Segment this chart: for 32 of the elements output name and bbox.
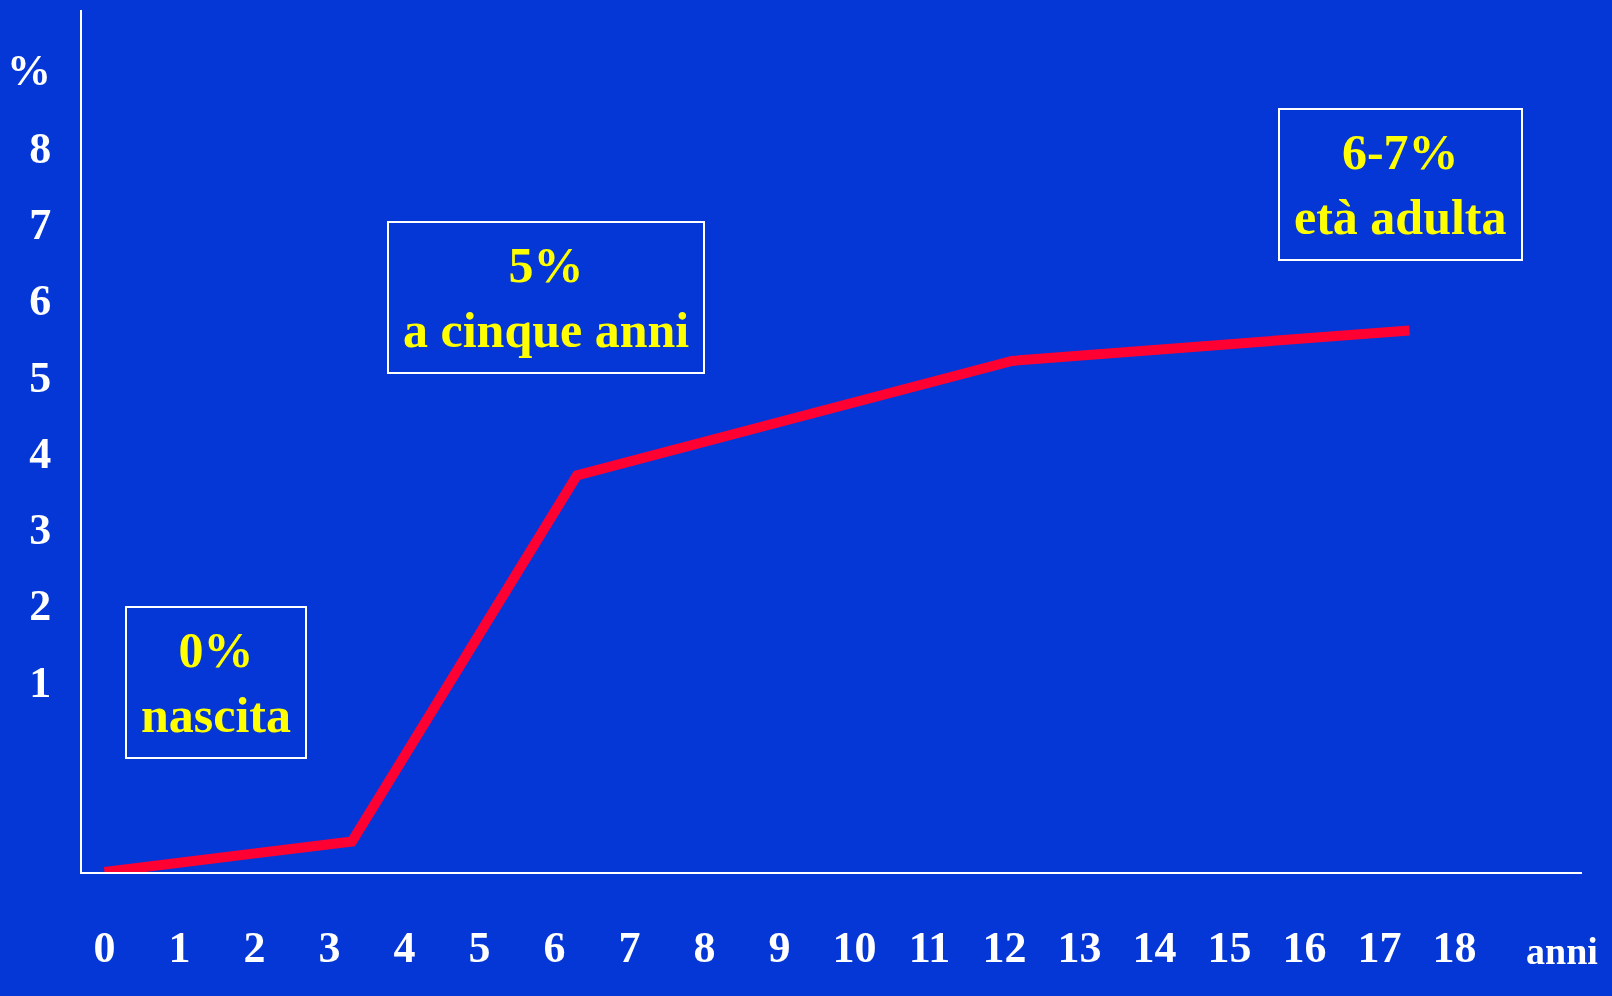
x-tick-label: 11 — [908, 922, 951, 972]
annotation: 6-7% età adulta — [1294, 124, 1507, 245]
y-tick-label: 6 — [29, 276, 52, 326]
x-tick-label: 3 — [318, 922, 341, 972]
x-tick-label: 8 — [693, 922, 716, 972]
x-tick-label: 1 — [168, 922, 191, 972]
y-tick-label: 8 — [29, 123, 52, 173]
y-tick-label: 4 — [29, 428, 52, 478]
y-axis-title: % — [7, 46, 51, 95]
x-tick-label: 2 — [243, 922, 266, 972]
x-tick-label: 12 — [982, 922, 1027, 972]
x-tick-label: 10 — [832, 922, 877, 972]
x-tick-label: 18 — [1432, 922, 1477, 972]
annotation: 0% nascita — [141, 622, 291, 743]
annotation: 5% a cinque anni — [403, 237, 690, 358]
x-tick-label: 14 — [1132, 922, 1177, 972]
x-tick-label: 13 — [1057, 922, 1102, 972]
y-tick-label: 1 — [29, 657, 52, 707]
y-tick-label: 3 — [29, 505, 52, 555]
x-axis-title: anni — [1526, 930, 1598, 972]
x-tick-label: 4 — [393, 922, 416, 972]
y-tick-label: 2 — [29, 581, 52, 631]
y-tick-label: 5 — [29, 352, 52, 402]
x-tick-label: 9 — [768, 922, 791, 972]
x-tick-label: 17 — [1357, 922, 1402, 972]
x-tick-label: 7 — [618, 922, 641, 972]
x-tick-label: 15 — [1207, 922, 1252, 972]
x-tick-label: 5 — [468, 922, 491, 972]
x-tick-label: 0 — [93, 922, 116, 972]
x-tick-label: 6 — [543, 922, 566, 972]
y-tick-label: 7 — [29, 199, 52, 249]
x-tick-label: 16 — [1282, 922, 1327, 972]
